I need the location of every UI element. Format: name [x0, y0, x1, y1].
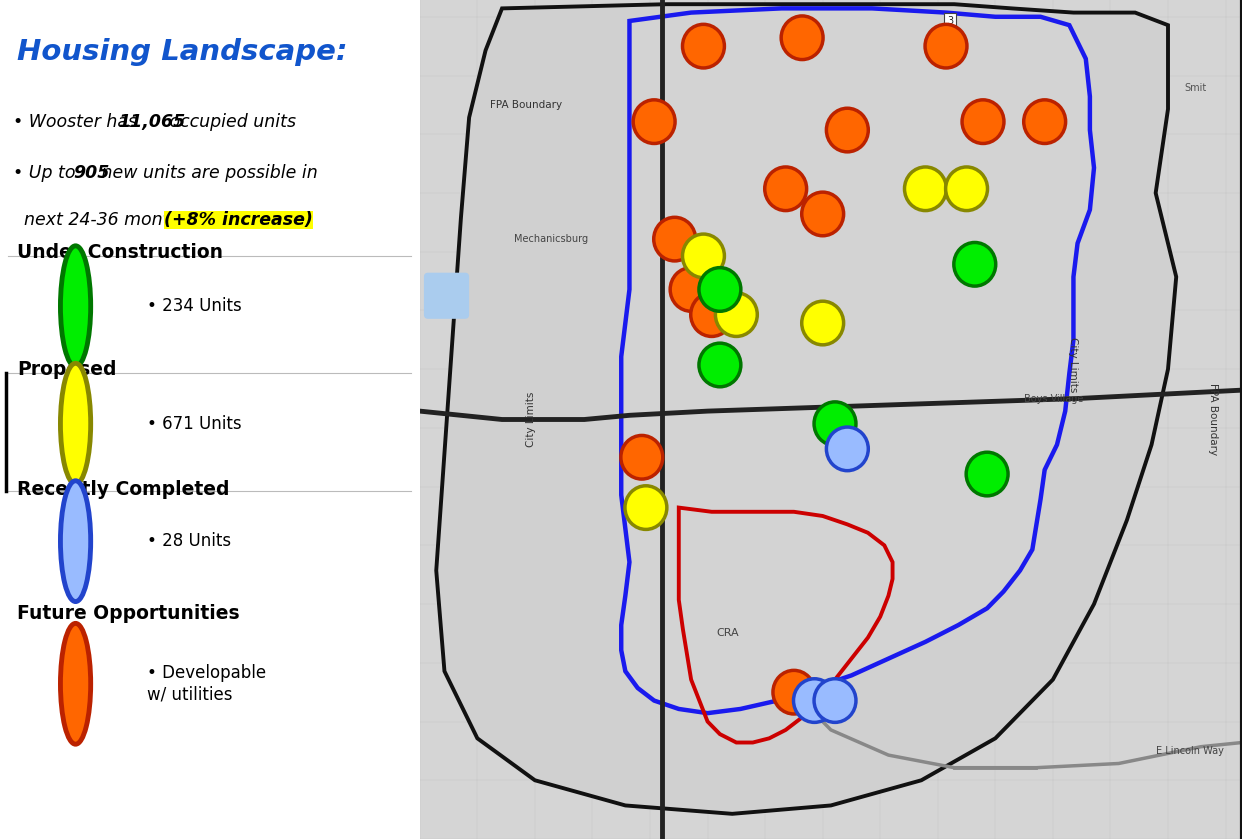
Text: • 671 Units: • 671 Units: [147, 414, 241, 433]
Text: Housing Landscape:: Housing Landscape:: [17, 38, 348, 65]
Text: City Limits: City Limits: [1068, 337, 1078, 393]
Ellipse shape: [61, 246, 91, 367]
Ellipse shape: [683, 24, 724, 68]
Text: next 24-36 months: next 24-36 months: [12, 211, 195, 229]
Ellipse shape: [671, 268, 712, 311]
Text: 11,065: 11,065: [118, 113, 185, 131]
Ellipse shape: [826, 108, 868, 152]
Text: FPA Boundary: FPA Boundary: [489, 100, 561, 110]
Text: • Up to: • Up to: [12, 164, 81, 181]
Ellipse shape: [814, 402, 856, 446]
Text: • 234 Units: • 234 Units: [147, 297, 242, 315]
Text: 3: 3: [948, 16, 953, 26]
Ellipse shape: [621, 435, 663, 479]
Text: (+8% increase): (+8% increase): [164, 211, 313, 229]
Ellipse shape: [765, 167, 806, 211]
Text: Future Opportunities: Future Opportunities: [17, 603, 240, 623]
Ellipse shape: [699, 343, 740, 387]
Text: • Developable
w/ utilities: • Developable w/ utilities: [147, 664, 266, 703]
Ellipse shape: [802, 301, 843, 345]
Text: CRA: CRA: [717, 628, 739, 638]
Text: Bost: Bost: [794, 704, 816, 714]
Text: Smit: Smit: [1185, 83, 1207, 93]
Ellipse shape: [1023, 100, 1066, 143]
Ellipse shape: [699, 268, 740, 311]
Ellipse shape: [904, 167, 946, 211]
Ellipse shape: [633, 100, 676, 143]
Ellipse shape: [653, 217, 696, 261]
Ellipse shape: [691, 293, 733, 336]
Ellipse shape: [625, 486, 667, 529]
Ellipse shape: [715, 293, 758, 336]
Text: occupied units: occupied units: [164, 113, 296, 131]
FancyBboxPatch shape: [424, 273, 469, 319]
Ellipse shape: [61, 363, 91, 484]
Text: FPA Boundary: FPA Boundary: [1208, 383, 1218, 456]
Ellipse shape: [802, 192, 843, 236]
Text: Recently Completed: Recently Completed: [17, 480, 230, 499]
Ellipse shape: [61, 623, 91, 744]
Ellipse shape: [826, 427, 868, 471]
Text: • Wooster has: • Wooster has: [12, 113, 142, 131]
Polygon shape: [621, 8, 1094, 713]
Polygon shape: [436, 4, 1176, 814]
Text: Boys Village: Boys Village: [1025, 393, 1083, 404]
Text: Under Construction: Under Construction: [17, 242, 222, 262]
Text: City Limits: City Limits: [525, 392, 535, 447]
Ellipse shape: [683, 234, 724, 278]
Ellipse shape: [945, 167, 987, 211]
Ellipse shape: [966, 452, 1009, 496]
Ellipse shape: [794, 679, 836, 722]
Ellipse shape: [963, 100, 1004, 143]
Ellipse shape: [814, 679, 856, 722]
Ellipse shape: [773, 670, 815, 714]
Ellipse shape: [925, 24, 968, 68]
Text: 3: 3: [948, 16, 953, 26]
Text: Proposed: Proposed: [17, 360, 117, 379]
Text: new units are possible in: new units are possible in: [96, 164, 318, 181]
Ellipse shape: [954, 242, 996, 286]
Ellipse shape: [781, 16, 823, 60]
Text: 905: 905: [73, 164, 109, 181]
Text: Mechanicsburg: Mechanicsburg: [514, 234, 589, 244]
Ellipse shape: [61, 481, 91, 602]
Text: • 28 Units: • 28 Units: [147, 532, 231, 550]
Text: E Lincoln Way: E Lincoln Way: [1155, 746, 1223, 756]
